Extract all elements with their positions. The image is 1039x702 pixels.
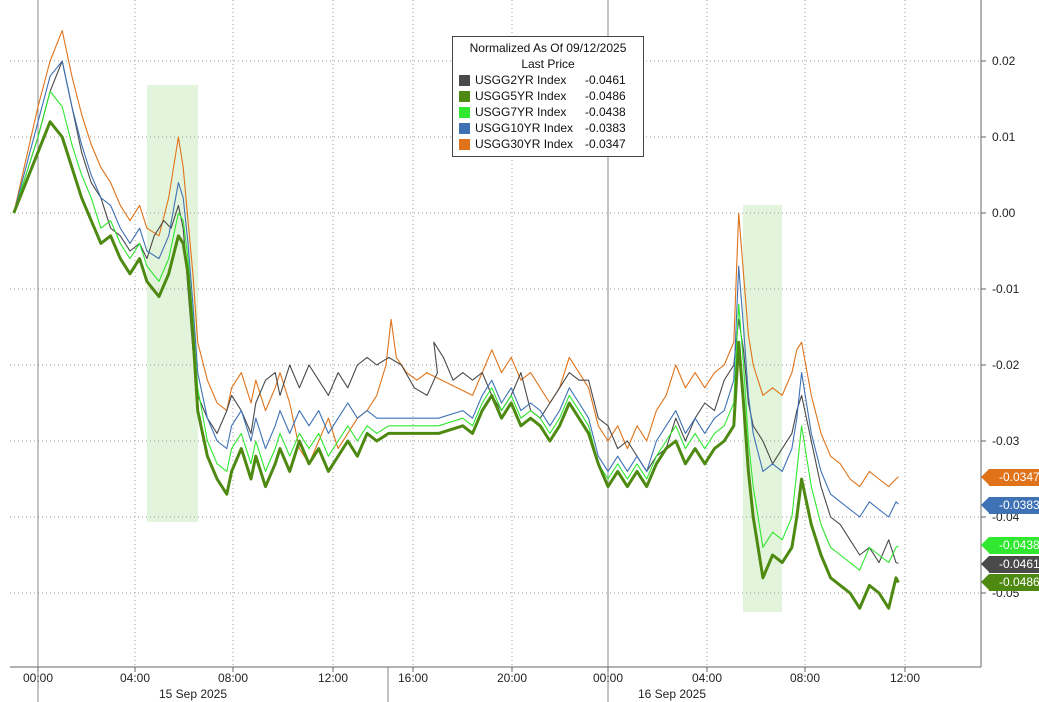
legend-label: USGG5YR Index [475, 89, 567, 103]
tag-value: -0.0438 [999, 538, 1039, 552]
x-tick-label: 00:00 [593, 671, 623, 685]
legend-swatch [459, 106, 470, 118]
x-tick-label: 12:00 [890, 671, 920, 685]
series-line-usgg5yr [12, 120, 900, 610]
last-value-tag-usgg10yr: -0.0383 [981, 497, 1039, 514]
x-tick-label: 00:00 [23, 671, 53, 685]
y-tick-label: 0.01 [992, 130, 1016, 144]
legend-swatch [459, 90, 470, 102]
legend-subheader: Last Price [521, 57, 575, 71]
legend-header: Normalized As Of 09/12/2025 [469, 41, 627, 55]
last-value-tag-usgg7yr: -0.0438 [981, 537, 1039, 554]
x-tick-label: 20:00 [497, 671, 527, 685]
tag-pointer [981, 537, 989, 553]
x-tick-label: 16:00 [398, 671, 428, 685]
legend: Normalized As Of 09/12/2025 Last Price U… [452, 36, 644, 157]
tag-pointer [981, 574, 989, 590]
series-line-usgg2yr [13, 60, 899, 564]
legend-swatch [459, 74, 470, 86]
legend-entry-usgg30yr: USGG30YR Index -0.0347 [459, 136, 637, 152]
legend-entry-usgg10yr: USGG10YR Index -0.0383 [459, 120, 637, 136]
tag-pointer [981, 556, 989, 572]
legend-entry-usgg2yr: USGG2YR Index -0.0461 [459, 72, 637, 88]
y-tick-label: 0.02 [992, 54, 1016, 68]
last-value-tag-usgg5yr: -0.0486 [981, 574, 1039, 591]
x-tick-label: 12:00 [318, 671, 348, 685]
legend-label: USGG10YR Index [475, 121, 574, 135]
series-line-usgg30yr [13, 30, 899, 488]
y-tick-label: -0.03 [992, 434, 1020, 448]
x-tick-label: 08:00 [218, 671, 248, 685]
last-value-tag-usgg2yr: -0.0461 [981, 556, 1039, 573]
x-tick-label: 04:00 [692, 671, 722, 685]
date-label: 16 Sep 2025 [638, 687, 706, 701]
x-tick-label: 08:00 [790, 671, 820, 685]
date-label: 15 Sep 2025 [159, 687, 227, 701]
legend-value: -0.0347 [585, 137, 626, 151]
x-tick-label: 04:00 [120, 671, 150, 685]
y-tick-label: 0.00 [992, 206, 1016, 220]
tag-value: -0.0347 [999, 470, 1039, 484]
legend-value: -0.0486 [585, 89, 626, 103]
legend-entry-usgg7yr: USGG7YR Index -0.0438 [459, 104, 637, 120]
last-value-tag-usgg30yr: -0.0347 [981, 469, 1039, 486]
shaded-region-2 [743, 205, 782, 612]
legend-label: USGG7YR Index [475, 105, 567, 119]
legend-swatch [459, 122, 470, 134]
y-tick-label: -0.02 [992, 358, 1020, 372]
legend-label: USGG30YR Index [475, 137, 574, 151]
tag-value: -0.0461 [999, 557, 1039, 571]
series-line-usgg10yr [13, 60, 899, 518]
tag-pointer [981, 497, 989, 513]
legend-entry-usgg5yr: USGG5YR Index -0.0486 [459, 88, 637, 104]
tag-pointer [981, 469, 989, 485]
tag-value: -0.0383 [999, 498, 1039, 512]
legend-value: -0.0461 [585, 73, 626, 87]
tag-value: -0.0486 [999, 575, 1039, 589]
y-tick-label: -0.01 [992, 282, 1020, 296]
legend-value: -0.0383 [585, 121, 626, 135]
legend-swatch [459, 138, 470, 150]
legend-value: -0.0438 [585, 105, 626, 119]
legend-label: USGG2YR Index [475, 73, 567, 87]
series-line-usgg7yr [13, 90, 899, 571]
